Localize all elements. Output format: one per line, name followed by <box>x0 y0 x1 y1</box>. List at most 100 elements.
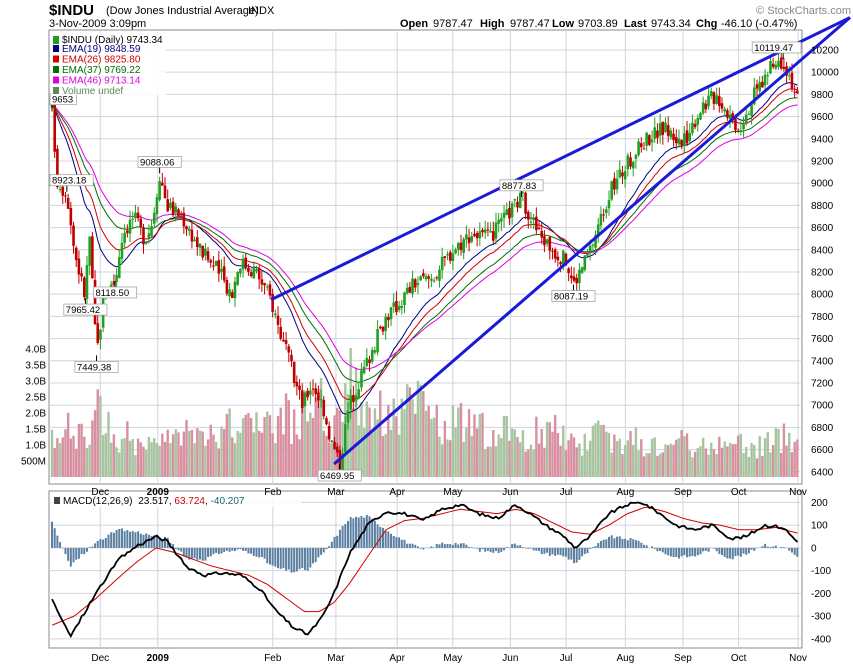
volume-bar <box>295 434 299 477</box>
macd-hist-bar <box>182 547 185 556</box>
candle-body <box>672 133 675 141</box>
volume-bar <box>249 418 253 477</box>
macd-hist-bar <box>481 547 484 550</box>
volume-bar <box>535 416 538 477</box>
volume-bar <box>497 434 500 477</box>
macd-hist-bar <box>546 547 549 553</box>
candle-body <box>650 139 654 143</box>
x-tick-label-macd: 2009 <box>147 653 170 664</box>
candle-body <box>282 339 285 342</box>
candle-body <box>677 138 681 145</box>
macd-hist-bar <box>260 547 263 557</box>
candle-body <box>578 269 581 284</box>
candle-body <box>255 269 258 272</box>
macd-hist-bar <box>223 547 226 553</box>
candle-body <box>561 250 565 266</box>
x-tick-label: Jul <box>560 487 573 498</box>
volume-bar <box>564 450 568 477</box>
macd-hist-bar <box>212 547 215 555</box>
macd-hist-bar <box>616 536 619 548</box>
volume-bar <box>516 437 519 477</box>
candle-body <box>556 256 560 261</box>
volume-bar <box>607 432 611 477</box>
volume-bar <box>77 423 81 477</box>
candle-body <box>155 197 159 215</box>
candle-body <box>623 171 627 180</box>
macd-hist-bar <box>373 520 376 548</box>
volume-bar <box>510 428 514 477</box>
macd-hist-bar <box>624 538 627 548</box>
candle-body <box>736 130 740 132</box>
volume-bar <box>521 430 525 477</box>
candle-body <box>648 135 651 145</box>
candle-body <box>333 441 336 450</box>
candle-body <box>174 206 178 213</box>
volume-bar <box>430 418 433 477</box>
macd-axis: -400 -300 -200 -100 0 100 200 <box>811 498 831 646</box>
macd-hist-bar <box>605 539 608 548</box>
macd-hist-bar <box>301 547 304 568</box>
macd-hist-bar <box>543 547 546 554</box>
volume-bar <box>443 420 447 477</box>
macd-hist-bar <box>583 547 586 554</box>
annotation-label: 8877.83 <box>502 181 536 192</box>
candle-body <box>128 219 132 234</box>
candle-body <box>416 283 420 285</box>
volume-bar <box>594 423 597 477</box>
candle-body <box>545 239 549 244</box>
volume-bar <box>486 446 490 477</box>
candle-body <box>605 209 608 213</box>
volume-bar <box>387 404 390 477</box>
macd-hist-bar <box>750 547 753 550</box>
candle-body <box>389 307 393 320</box>
macd-hist-bar <box>258 547 261 558</box>
price-tick-label: 10200 <box>811 45 839 56</box>
candle-body <box>591 244 595 246</box>
macd-hist-bar <box>529 547 532 549</box>
candle-body <box>709 90 713 97</box>
candle-body <box>236 272 239 285</box>
candle-body <box>424 276 428 280</box>
macd-hist-bar <box>430 546 433 548</box>
volume-bar <box>548 422 551 477</box>
volume-bar <box>449 440 452 477</box>
macd-hist-bar <box>538 547 541 552</box>
candle-body <box>734 119 737 131</box>
volume-bar <box>618 438 621 477</box>
legend-item-label: EMA(37) 9769.22 <box>62 65 141 76</box>
candle-body <box>341 453 344 472</box>
macd-tick-label: 200 <box>811 498 828 509</box>
candle-body <box>373 350 377 353</box>
macd-hist-bar <box>91 546 94 548</box>
volume-bar <box>745 446 748 477</box>
volume-bar <box>365 401 369 477</box>
volume-bar <box>336 407 339 477</box>
candle-body <box>774 64 778 69</box>
macd-hist-bar <box>110 532 113 548</box>
volume-bar <box>72 435 75 477</box>
volume-bar <box>123 438 126 477</box>
candle-body <box>639 143 643 148</box>
macd-hist-bar <box>769 547 772 548</box>
volume-bar <box>763 438 767 477</box>
candle-body <box>443 256 447 258</box>
volume-bar <box>457 407 460 477</box>
macd-hist-bar <box>250 547 253 554</box>
candle-body <box>298 385 301 390</box>
annotation-box <box>137 156 182 168</box>
macd-hist-bar <box>672 547 675 558</box>
volume-bar <box>459 402 463 477</box>
candle-body <box>782 66 786 70</box>
candle-body <box>642 148 646 150</box>
candle-body <box>158 181 161 200</box>
volume-bar <box>190 429 194 477</box>
candle-body <box>376 329 379 353</box>
macd-hist-bar <box>322 547 325 553</box>
volume-tick-label: 2.5B <box>25 393 46 404</box>
annotation-label: 8087.19 <box>554 292 588 303</box>
candle-body <box>548 237 552 251</box>
macd-hist-bar <box>220 547 223 554</box>
macd-hist-bar <box>661 547 664 553</box>
volume-bar <box>562 425 565 477</box>
macd-hist-bar <box>589 547 592 549</box>
